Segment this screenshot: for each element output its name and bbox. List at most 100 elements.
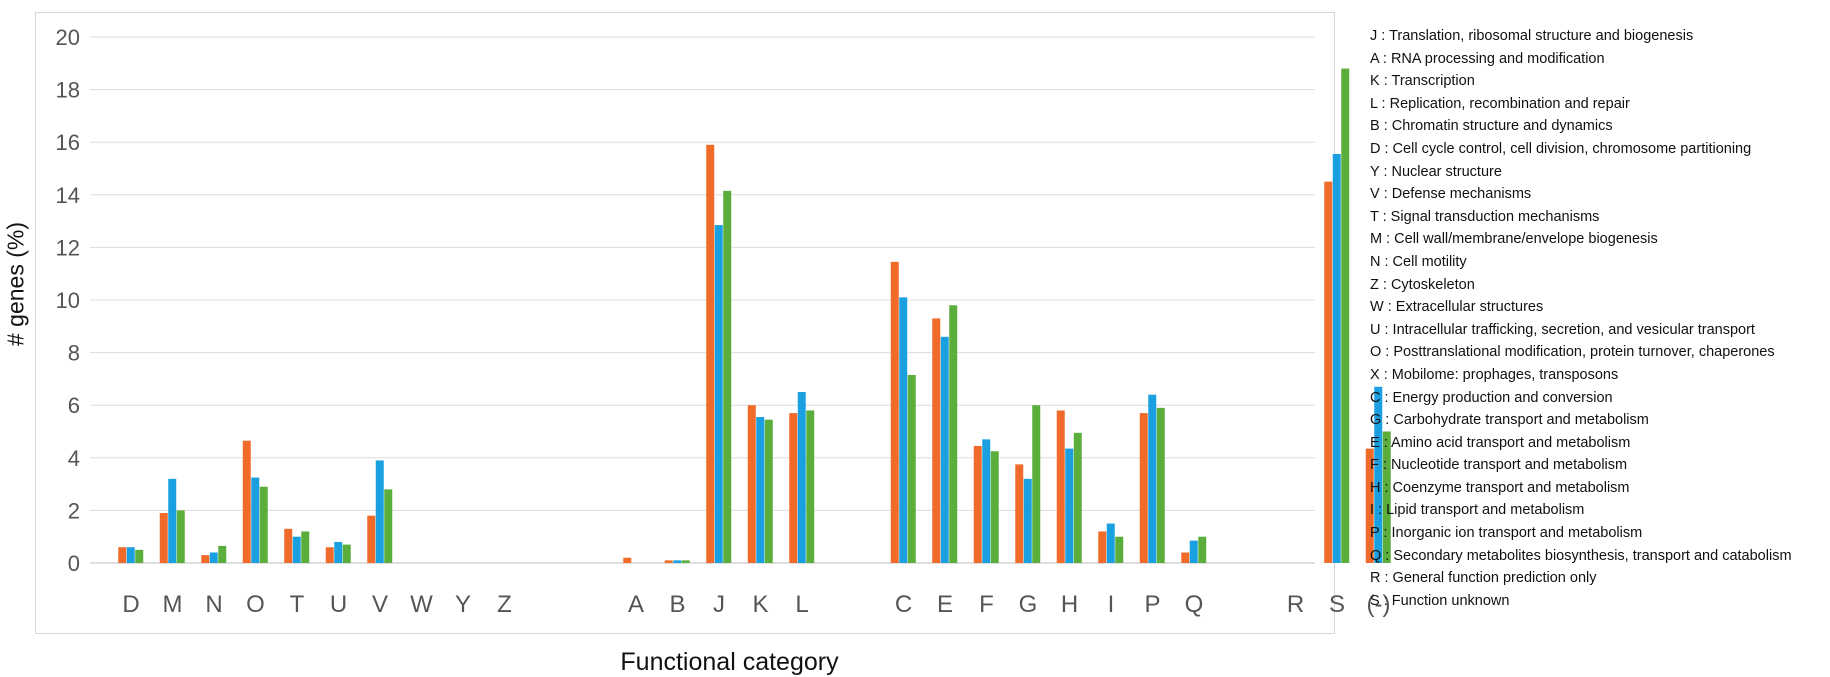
legend-item: G : Carbohydrate transport and metabolis… [1370,412,1649,429]
bar-G-3 [1032,405,1041,563]
bar-Q-2 [1189,540,1198,563]
legend-item: J : Translation, ribosomal structure and… [1370,28,1694,44]
x-tick-label: Y [455,591,471,618]
legend-item: B : Chromatin structure and dynamics [1370,118,1613,135]
legend-item: N : Cell motility [1370,253,1467,270]
bar-O-3 [259,486,268,563]
bar-I-1 [1098,531,1107,563]
bar-U-2 [334,541,343,563]
bar-F-1 [973,445,982,563]
bars [118,68,1391,564]
x-tick-label: G [1019,591,1038,618]
y-tick-label: 2 [68,498,80,523]
bar-G-2 [1023,478,1032,563]
x-tick-label: R [1287,591,1304,618]
bar-G-1 [1015,464,1024,563]
legend-item: R : General function prediction only [1370,570,1597,587]
x-tick-label: E [937,591,953,618]
bar-H-3 [1073,432,1082,563]
y-tick-label: 12 [56,235,80,260]
x-tick-label: W [410,591,433,618]
bar-C-1 [890,261,899,563]
x-axis-label: Functional category [620,648,839,676]
x-tick-label: (-) [1367,591,1391,618]
legend-item: O : Posttranslational modification, prot… [1370,344,1775,361]
x-tick-label: O [246,591,265,618]
legend-item: M : Cell wall/membrane/envelope biogenes… [1370,231,1658,248]
bar-M-1 [159,513,168,563]
bar-B-1 [664,560,673,563]
bar-C-3 [907,374,916,563]
bar-A-1 [623,557,632,563]
legend-item: L : Replication, recombination and repai… [1370,95,1630,112]
bar-M-3 [176,510,185,563]
bar-O-1 [242,440,251,563]
legend-item: I : Lipid transport and metabolism [1370,502,1585,519]
legend-item: X : Mobilome: prophages, transposons [1370,366,1619,383]
y-tick-label: 20 [56,25,80,50]
x-tick-label: D [122,591,139,618]
bar-L-3 [806,410,815,563]
y-tick-label: 18 [56,78,80,103]
x-tick-label: Q [1185,591,1204,618]
bar-(-)-1 [1365,448,1374,563]
legend: J : Translation, ribosomal structure and… [1370,25,1830,612]
bar-T-1 [284,528,293,563]
bar-H-1 [1056,410,1065,563]
bar-N-2 [209,552,218,563]
y-tick-label: 10 [56,288,80,313]
x-tick-label: S [1329,591,1345,618]
x-tick-label: I [1108,591,1115,618]
x-tick-label: P [1144,591,1160,618]
bar-S-2 [1332,154,1341,563]
bar-O-2 [251,477,260,563]
legend-item: K : Transcription [1370,73,1475,90]
legend-item: D : Cell cycle control, cell division, c… [1370,140,1752,157]
bar-M-2 [168,478,177,563]
x-tick-label: L [795,591,808,618]
y-axis-ticks: 0 2 4 6 8 10 12 14 16 18 20 [56,25,80,576]
gridlines [90,36,1315,564]
bar-V-1 [367,515,376,563]
x-tick-label: V [372,591,388,618]
bar-Q-1 [1181,552,1190,563]
legend-item: U : Intracellular trafficking, secretion… [1370,321,1755,338]
bar-L-2 [797,392,806,563]
legend-item: T : Signal transduction mechanisms [1370,208,1600,225]
x-tick-label: N [205,591,222,618]
x-tick-label: Z [497,591,512,618]
y-tick-label: 16 [56,130,80,155]
legend-item: Q : Secondary metabolites biosynthesis, … [1370,547,1792,564]
bar-E-2 [940,336,949,563]
y-axis-label: # genes (%) [2,221,29,347]
bar-T-2 [292,536,301,563]
x-tick-label: H [1061,591,1078,618]
x-tick-label: J [713,591,725,618]
bar-F-3 [990,451,999,563]
y-tick-label: 0 [68,551,80,576]
bar-J-3 [723,190,732,564]
x-tick-label: F [979,591,994,618]
bar-(-)-3 [1382,431,1391,563]
legend-item: C : Energy production and conversion [1370,389,1613,406]
x-tick-label: A [628,591,644,618]
x-tick-label: B [669,591,685,618]
legend-item: H : Coenzyme transport and metabolism [1370,479,1630,496]
bar-U-3 [342,544,351,563]
bar-I-2 [1106,523,1115,563]
bar-J-1 [706,144,715,563]
legend-item: E : Amino acid transport and metabolism [1370,434,1631,451]
x-tick-label: M [163,591,183,618]
bar-K-3 [764,419,773,563]
legend-item: P : Inorganic ion transport and metaboli… [1370,525,1643,542]
bar-T-3 [301,531,310,563]
legend-item: Z : Cytoskeleton [1370,276,1475,293]
bar-E-1 [932,318,941,563]
bar-D-3 [135,549,144,563]
bar-V-2 [375,460,384,563]
legend-item: S : Function unknown [1370,592,1510,609]
bar-Q-3 [1198,536,1207,563]
bar-J-2 [714,225,723,564]
bar-E-3 [949,305,958,563]
